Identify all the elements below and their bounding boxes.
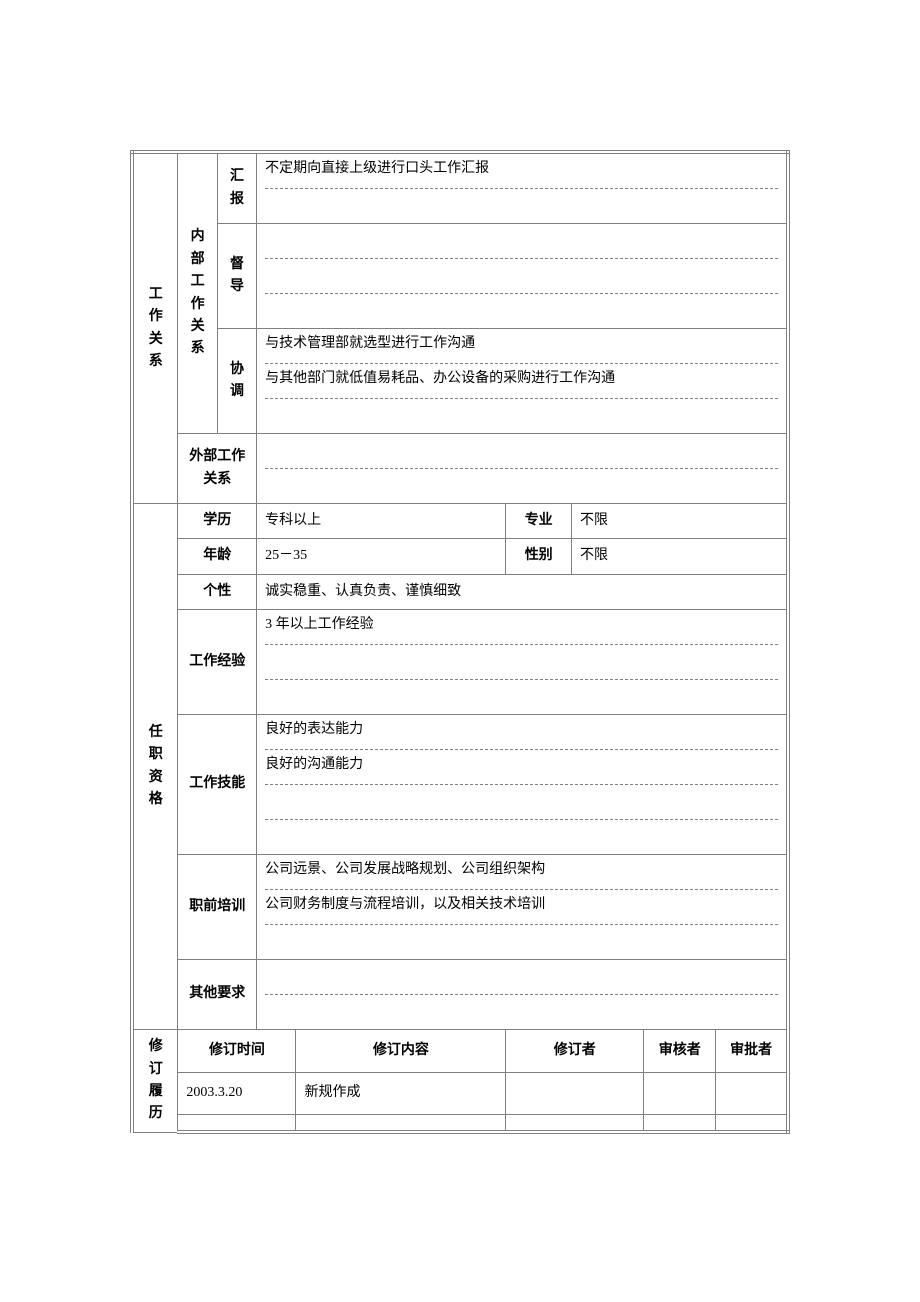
rev-reviser [506,1115,644,1132]
skills-row [265,785,778,820]
rev-reviewer [644,1072,716,1115]
supervise-label: 督导 [217,224,256,329]
experience-label: 工作经验 [178,610,257,715]
other-rows [257,960,786,1029]
report-row: 不定期向直接上级进行口头工作汇报 [265,154,778,189]
skills-row: 良好的表达能力 [265,715,778,750]
skills-row [265,820,778,854]
experience-rows: 3 年以上工作经验 [257,610,786,714]
training-row: 公司远景、公司发展战略规划、公司组织架构 [265,855,778,890]
rev-approver [716,1072,788,1115]
report-label: 汇报 [217,152,256,224]
other-row [265,995,778,1029]
rev-time [178,1115,296,1132]
coordinate-label: 协调 [217,329,256,434]
rev-header-content: 修订内容 [296,1030,506,1073]
rev-header-approver: 审批者 [716,1030,788,1073]
external-row [265,469,778,503]
coordinate-row: 与其他部门就低值易耗品、办公设备的采购进行工作沟通 [265,364,778,399]
experience-row [265,680,778,714]
external-rows [257,434,786,503]
experience-row: 3 年以上工作经验 [265,610,778,645]
skills-row: 良好的沟通能力 [265,750,778,785]
report-rows: 不定期向直接上级进行口头工作汇报 [257,154,786,223]
major-label: 专业 [506,504,572,539]
major-value: 不限 [571,504,788,539]
experience-row [265,645,778,680]
report-row [265,189,778,223]
internal-label: 内部工作关系 [178,152,217,434]
external-row [265,434,778,469]
rev-time: 2003.3.20 [178,1072,296,1115]
coordinate-row [265,399,778,433]
gender-label: 性别 [506,539,572,574]
age-label: 年龄 [178,539,257,574]
rev-header-reviewer: 审核者 [644,1030,716,1073]
gender-value: 不限 [571,539,788,574]
personality-value: 诚实稳重、认真负责、谨慎细致 [257,574,788,609]
coordinate-row: 与技术管理部就选型进行工作沟通 [265,329,778,364]
other-row [265,960,778,995]
document-page: 工作关系 内部工作关系 汇报 不定期向直接上级进行口头工作汇报 督导 协调 与技… [0,0,920,1284]
rev-reviewer [644,1115,716,1132]
training-label: 职前培训 [178,855,257,960]
main-table: 工作关系 内部工作关系 汇报 不定期向直接上级进行口头工作汇报 督导 协调 与技… [130,150,790,1134]
age-value: 25－35 [257,539,506,574]
rev-reviser [506,1072,644,1115]
supervise-row [265,294,778,328]
rev-header-reviser: 修订者 [506,1030,644,1073]
personality-label: 个性 [178,574,257,609]
external-label: 外部工作关系 [178,434,257,504]
supervise-row [265,224,778,259]
qualifications-label: 任职资格 [132,504,178,1030]
rev-content: 新规作成 [296,1072,506,1115]
revision-label: 修订履历 [132,1030,178,1133]
supervise-rows [257,224,786,328]
coordinate-rows: 与技术管理部就选型进行工作沟通 与其他部门就低值易耗品、办公设备的采购进行工作沟… [257,329,786,433]
supervise-row [265,259,778,294]
other-label: 其他要求 [178,960,257,1030]
education-label: 学历 [178,504,257,539]
education-value: 专科以上 [257,504,506,539]
skills-rows: 良好的表达能力 良好的沟通能力 [257,715,786,854]
rev-approver [716,1115,788,1132]
training-rows: 公司远景、公司发展战略规划、公司组织架构 公司财务制度与流程培训，以及相关技术培… [257,855,786,959]
rev-header-time: 修订时间 [178,1030,296,1073]
work-relations-label: 工作关系 [132,152,178,504]
skills-label: 工作技能 [178,715,257,855]
rev-content [296,1115,506,1132]
training-row [265,925,778,959]
training-row: 公司财务制度与流程培训，以及相关技术培训 [265,890,778,925]
